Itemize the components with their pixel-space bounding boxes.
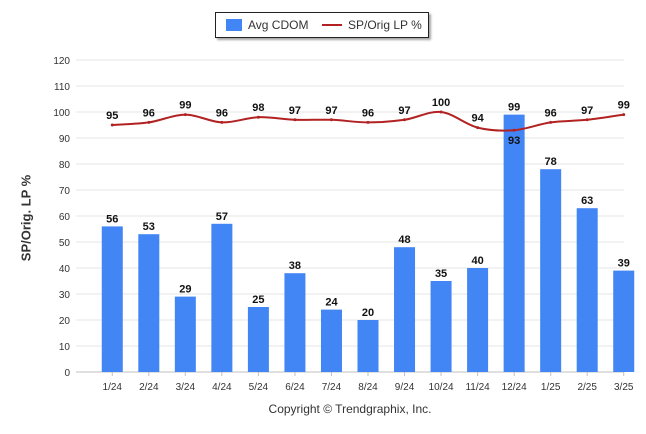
y-tick-label: 120: [53, 56, 70, 67]
bar: [357, 320, 379, 372]
bar-data-label: 53: [143, 221, 155, 233]
line-data-label: 96: [545, 107, 557, 119]
y-tick-label: 100: [53, 108, 70, 119]
bar-data-label: 63: [581, 195, 593, 207]
line-point: [329, 118, 333, 122]
x-tick-label: 1/24: [103, 382, 123, 393]
bar-data-label: 29: [179, 284, 191, 296]
bar: [320, 309, 342, 372]
copyright-text: Copyright © Trendgraphix, Inc.: [268, 402, 432, 416]
y-tick-label: 90: [59, 134, 71, 145]
x-tick-label: 9/24: [395, 382, 415, 393]
x-tick-label: 12/24: [502, 382, 527, 393]
x-tick-label: 8/24: [358, 382, 378, 393]
bar: [576, 208, 598, 372]
line-data-label: 94: [471, 113, 484, 125]
bar: [247, 307, 269, 372]
bar: [430, 281, 452, 372]
line-data-label: 99: [618, 100, 630, 112]
line-data-label: 97: [398, 105, 410, 117]
y-tick-label: 60: [59, 212, 71, 223]
y-tick-label: 30: [59, 290, 71, 301]
line-data-label: 97: [581, 105, 593, 117]
line-point: [512, 128, 516, 132]
x-tick-label: 1/25: [541, 382, 561, 393]
bar: [613, 270, 635, 372]
legend: Avg CDOM SP/Orig LP %: [215, 12, 429, 38]
line-point: [622, 113, 626, 117]
bar-data-label: 78: [545, 156, 557, 168]
bar: [503, 114, 525, 372]
x-tick-label: 10/24: [429, 382, 454, 393]
bar-data-label: 35: [435, 268, 447, 280]
bar-data-label: 99: [508, 102, 520, 114]
line-point: [110, 123, 114, 127]
y-tick-label: 40: [59, 264, 71, 275]
line-data-label: 95: [106, 110, 118, 122]
bar: [394, 247, 416, 372]
line-data-label: 97: [289, 105, 301, 117]
bar-data-label: 56: [106, 213, 118, 225]
bar: [174, 296, 196, 372]
x-tick-label: 6/24: [285, 382, 305, 393]
bar-data-label: 38: [289, 260, 301, 272]
bar-data-label: 20: [362, 307, 374, 319]
line-point: [183, 113, 187, 117]
bar: [540, 169, 562, 372]
bar: [211, 223, 233, 372]
y-tick-label: 50: [59, 238, 71, 249]
line-point: [366, 120, 370, 124]
line-point: [403, 118, 407, 122]
line-data-label: 100: [432, 97, 450, 109]
line-point: [476, 126, 480, 130]
line-data-label: 93: [508, 135, 520, 147]
y-tick-label: 10: [59, 342, 71, 353]
bar: [467, 268, 489, 372]
legend-item-line[interactable]: SP/Orig LP %: [322, 18, 422, 32]
line-data-label: 98: [252, 102, 264, 114]
line-point: [293, 118, 297, 122]
y-tick-label: 20: [59, 316, 71, 327]
legend-bar-swatch: [226, 19, 242, 31]
line-data-label: 96: [143, 107, 155, 119]
y-tick-label: 80: [59, 160, 71, 171]
y-tick-label: 0: [64, 368, 70, 379]
bar-data-label: 57: [216, 211, 228, 223]
line-point: [439, 110, 443, 114]
legend-bar-label: Avg CDOM: [248, 18, 309, 32]
x-tick-label: 3/24: [176, 382, 196, 393]
x-tick-label: 2/24: [139, 382, 159, 393]
line-data-label: 96: [216, 107, 228, 119]
x-tick-label: 5/24: [249, 382, 269, 393]
line-point: [256, 115, 260, 119]
bar-data-label: 39: [618, 258, 630, 270]
bar-data-label: 40: [471, 255, 483, 267]
bar-data-label: 25: [252, 294, 264, 306]
bar: [101, 226, 123, 372]
line-point: [549, 120, 553, 124]
x-tick-label: 7/24: [322, 382, 342, 393]
bar: [284, 273, 306, 372]
bar: [138, 234, 160, 372]
line-data-label: 96: [362, 107, 374, 119]
x-tick-label: 2/25: [577, 382, 597, 393]
line-point: [220, 120, 224, 124]
line-data-label: 99: [179, 100, 191, 112]
y-tick-label: 110: [54, 82, 70, 93]
legend-item-bar[interactable]: Avg CDOM: [226, 18, 308, 32]
line-data-label: 97: [325, 105, 337, 117]
line-point: [585, 118, 589, 122]
bar-data-label: 24: [325, 297, 338, 309]
x-tick-label: 3/25: [614, 382, 634, 393]
legend-line-label: SP/Orig LP %: [348, 18, 422, 32]
bar-data-label: 48: [398, 234, 410, 246]
legend-line-swatch: [322, 24, 342, 26]
x-tick-label: 4/24: [212, 382, 232, 393]
y-tick-label: 70: [59, 186, 71, 197]
line-point: [147, 120, 151, 124]
x-tick-label: 11/24: [465, 382, 490, 393]
